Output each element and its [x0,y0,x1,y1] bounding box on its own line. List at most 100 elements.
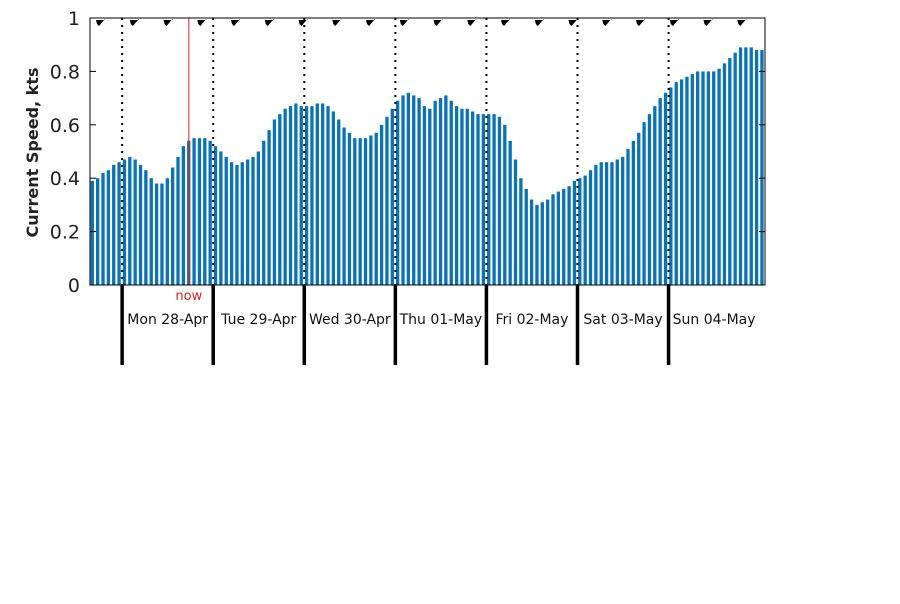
bar-115 [706,71,711,286]
bar-32 [262,140,266,285]
bar-102 [637,132,641,285]
bar-33 [267,130,271,285]
bar-58 [401,95,405,286]
bar-70 [465,108,469,285]
bar-14 [165,178,169,285]
bar-124 [754,50,759,285]
bar-86 [551,194,555,285]
bar-95 [599,162,603,285]
bar-52 [369,135,373,285]
bar-110 [679,79,684,285]
bar-4 [112,164,116,285]
bar-29 [246,159,250,285]
direction-arrow-shape [399,19,409,26]
direction-arrow-icon-11 [467,19,477,26]
bar-67 [449,100,453,286]
direction-arrow-icon-6 [298,19,308,26]
direction-arrow-shape [467,19,477,26]
bar-38 [294,103,298,285]
bar-108 [669,87,673,285]
bar-59 [406,92,411,285]
day-label-4: Fri 02-May [495,312,568,328]
bar-2 [101,172,105,285]
direction-arrow-shape [197,19,207,26]
bar-76 [497,116,502,285]
bar-121 [738,47,743,286]
bar-114 [701,71,705,286]
direction-arrow-icon-16 [636,19,645,26]
bar-47 [342,127,346,285]
day-label-6: Sun 04-May [673,312,756,328]
bar-88 [562,188,566,285]
direction-arrow-shape [163,19,173,26]
bar-7 [128,156,132,285]
bar-72 [476,114,480,286]
direction-arrow-shape [96,19,105,26]
direction-arrow-shape [231,19,240,26]
bar-28 [240,162,244,285]
bar-101 [631,140,636,285]
bar-98 [615,159,619,285]
direction-arrow-icon-4 [231,19,240,26]
bar-84 [540,202,544,285]
bar-91 [578,178,582,285]
direction-arrow-shape [332,19,342,26]
bar-99 [621,156,625,285]
bar-27 [235,164,239,285]
bar-116 [712,71,716,286]
bar-100 [626,148,630,285]
bar-103 [642,122,646,285]
direction-arrow-icon-7 [332,19,342,26]
bar-45 [331,111,336,285]
direction-arrow-shape [636,19,645,26]
bar-50 [358,138,362,285]
bar-40 [304,106,309,285]
direction-arrow-icon-2 [163,19,173,26]
bar-48 [347,132,352,285]
bar-0 [90,180,94,285]
bar-79 [513,159,518,285]
direction-arrow-shape [602,19,612,26]
bar-97 [610,162,614,285]
y-tick-label-4: 0.8 [50,61,80,83]
direction-arrow-shape [129,19,139,26]
bar-13 [160,183,164,285]
direction-arrow-shape [433,19,443,26]
bar-16 [176,156,180,285]
bar-6 [122,159,127,285]
bar-118 [722,63,727,285]
bar-1 [96,178,100,285]
bar-89 [567,186,571,285]
bar-3 [106,170,111,285]
bar-51 [363,138,368,285]
bar-120 [733,52,737,286]
day-label-1: Tue 29-Apr [220,312,296,328]
direction-arrow-shape [737,19,747,26]
bar-64 [433,100,437,286]
direction-arrow-icon-18 [703,19,713,26]
bar-106 [658,98,662,285]
direction-arrow-icon-13 [534,19,544,26]
bar-71 [471,111,475,285]
bar-53 [374,132,378,285]
bar-41 [310,106,314,285]
bar-93 [588,170,593,285]
bar-125 [760,50,764,285]
bar-57 [396,100,400,286]
y-tick-label-0: 0 [68,275,80,297]
direction-arrow-shape [264,19,274,26]
bar-21 [203,138,207,285]
day-label-0: Mon 28-Apr [127,312,208,328]
direction-arrow-icon-14 [568,19,578,26]
now-label: now [175,289,202,304]
bar-111 [685,76,689,286]
direction-arrow-icon-1 [129,19,139,26]
day-label-3: Thu 01-May [399,312,483,328]
plot-frame [89,17,766,286]
bar-96 [604,162,609,285]
bar-123 [749,47,753,286]
bar-73 [481,114,486,286]
bar-25 [224,156,228,285]
bar-92 [583,175,587,285]
